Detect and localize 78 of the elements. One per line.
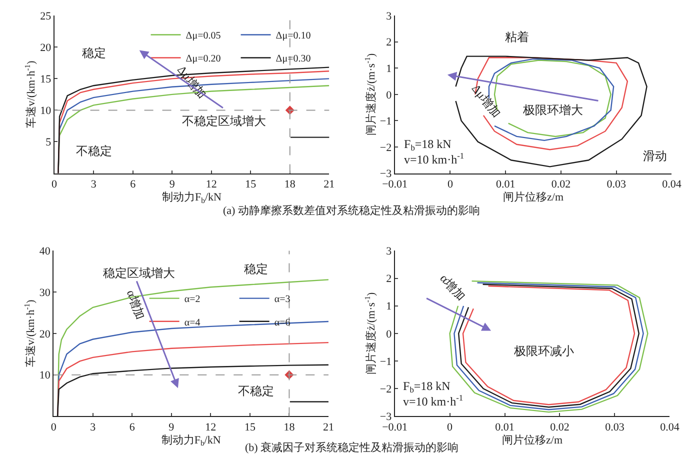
legend-label: α=2: [184, 294, 200, 306]
annotation: α增加: [437, 271, 468, 304]
annotation: 不稳定: [238, 384, 274, 398]
line-series: [56, 364, 328, 416]
x-tick-label: 0.03: [606, 178, 626, 190]
y-tick-label: 15: [40, 74, 52, 86]
y-tick-label: 0: [386, 89, 392, 102]
y-tick-label: 2: [386, 273, 392, 286]
x-tick-label: 18: [284, 421, 296, 434]
x-tick-label: 12: [205, 421, 216, 434]
y-tick-label: 10: [40, 105, 52, 118]
y-tick-label: 25: [40, 10, 52, 22]
x-tick-label: 0.01: [495, 421, 514, 434]
annotation: 极限环减小: [513, 344, 574, 358]
x-tick-label: 15: [245, 178, 257, 190]
legend-label: Δμ=0.05: [186, 30, 221, 42]
annotation: 稳定: [82, 46, 106, 60]
x-tick-label: 15: [244, 421, 256, 434]
legend-label: α=3: [274, 294, 290, 306]
x-tick-label: 0.03: [605, 421, 625, 434]
annotation: 粘着: [505, 30, 529, 44]
legend-label: α=4: [184, 317, 200, 328]
y-tick-label: 1: [386, 300, 392, 313]
annotation: 稳定: [244, 262, 268, 276]
y-tick-label: 20: [40, 42, 52, 54]
x-tick-label: 21: [324, 178, 335, 190]
y-tick-label: −3: [380, 411, 392, 424]
annotation: F$_{b}$=18 kN v=10 km·h$^{-1}$: [404, 137, 464, 167]
x-tick-label: 0: [447, 178, 454, 190]
legend-label: Δμ=0.30: [276, 54, 311, 65]
x-axis-title: 制动力F$_{b}$/kN: [161, 433, 221, 448]
y-tick-label: 10: [39, 370, 51, 382]
y-tick-label: −3: [380, 168, 392, 180]
legend-label: Δμ=0.10: [276, 30, 311, 42]
annotation: 稳定区域增大: [103, 266, 175, 280]
y-tick-label: 40: [39, 246, 51, 258]
text: (a) 动静摩擦系数差值对系统稳定性及粘滑振动的影响: [223, 204, 480, 217]
x-axis-title: 闸片位移z/m: [503, 190, 564, 204]
y-tick-label: −2: [380, 383, 392, 396]
annotation: Δμ增加: [468, 82, 504, 120]
y-tick-label: 30: [39, 286, 51, 299]
x-tick-label: 18: [284, 178, 296, 190]
y-tick-label: −1: [380, 116, 392, 128]
x-axis-title: 制动力F$_{b}$/kN: [162, 190, 222, 205]
annotation: 不稳定: [76, 144, 112, 158]
annotation: F$_{b}$=18 kN v=10 km·h$^{-1}$: [403, 379, 464, 409]
x-tick-label: 21: [322, 421, 334, 434]
y-tick-label: 3: [386, 246, 392, 258]
y-tick-label: −1: [380, 356, 392, 368]
x-tick-label: 9: [168, 421, 175, 434]
x-tick-label: 0.04: [662, 178, 682, 190]
y-tick-label: 1: [386, 63, 392, 76]
y-tick-label: 2: [386, 36, 392, 49]
x-tick-label: 6: [129, 421, 136, 434]
annotation: 滑动: [643, 149, 667, 163]
y-tick-label: 20: [39, 328, 51, 340]
x-tick-label: 0.01: [496, 178, 516, 190]
y-tick-label: 3: [386, 10, 392, 22]
x-tick-label: 6: [130, 178, 136, 190]
x-tick-label: 3: [90, 421, 96, 434]
x-tick-label: 0.04: [660, 421, 680, 434]
y-tick-label: −2: [380, 142, 392, 154]
text: (b) 衰减因子对系统稳定性及粘滑振动的影响: [245, 441, 459, 454]
annotation: α增加: [124, 288, 148, 322]
x-tick-label: 12: [206, 178, 217, 190]
x-tick-label: 0.02: [551, 178, 571, 190]
x-tick-label: −0.01: [382, 178, 408, 190]
legend-label: Δμ=0.20: [186, 54, 221, 65]
y-tick-label: 0: [386, 328, 392, 340]
x-tick-label: −0.01: [382, 421, 408, 434]
x-axis-title: 闸片位移z/m: [502, 433, 563, 446]
x-tick-label: 0: [447, 421, 454, 434]
annotation: 极限环增大: [522, 103, 583, 117]
x-tick-label: 9: [169, 178, 176, 190]
x-tick-label: 3: [90, 178, 97, 190]
y-tick-label: 5: [46, 136, 52, 149]
annotation: 不稳定区域增大: [182, 114, 266, 128]
x-tick-label: 0.02: [550, 421, 570, 434]
